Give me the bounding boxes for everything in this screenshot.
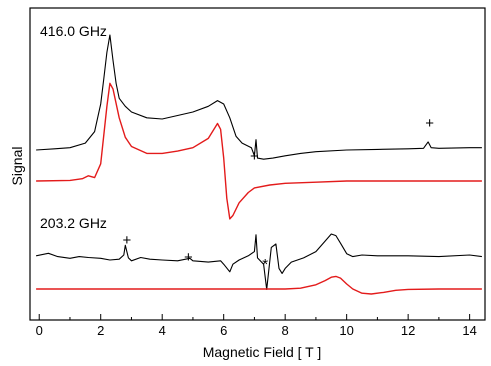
x-axis-label: Magnetic Field [ T ] — [203, 344, 322, 360]
bottom-simulation-trace — [36, 275, 482, 295]
x-tick-label: 2 — [97, 323, 104, 338]
y-axis-label: Signal — [9, 147, 25, 186]
x-tick-label: 14 — [462, 323, 476, 338]
plus-marker: + — [425, 115, 434, 132]
x-axis-ticks: 0 2 4 6 8 10 12 14 — [36, 314, 477, 338]
annotation-markers: + + + + * — [122, 115, 434, 273]
x-tick-label: 10 — [339, 323, 353, 338]
x-tick-label: 8 — [282, 323, 289, 338]
bottom-experimental-trace — [35, 233, 482, 290]
panel-label-bottom: 203.2 GHz — [40, 215, 107, 231]
x-tick-label: 4 — [159, 323, 166, 338]
asterisk-marker: * — [262, 256, 268, 273]
plus-marker: + — [122, 232, 131, 249]
plot-frame — [29, 7, 486, 321]
panel-label-top: 416.0 GHz — [40, 23, 107, 39]
series-layer — [35, 34, 482, 295]
top-simulation-trace — [36, 82, 482, 220]
x-tick-label: 6 — [220, 323, 227, 338]
x-tick-label: 12 — [401, 323, 415, 338]
plus-marker: + — [250, 148, 259, 165]
plus-marker: + — [184, 249, 193, 266]
top-experimental-trace — [36, 34, 482, 160]
x-tick-label: 0 — [36, 323, 43, 338]
